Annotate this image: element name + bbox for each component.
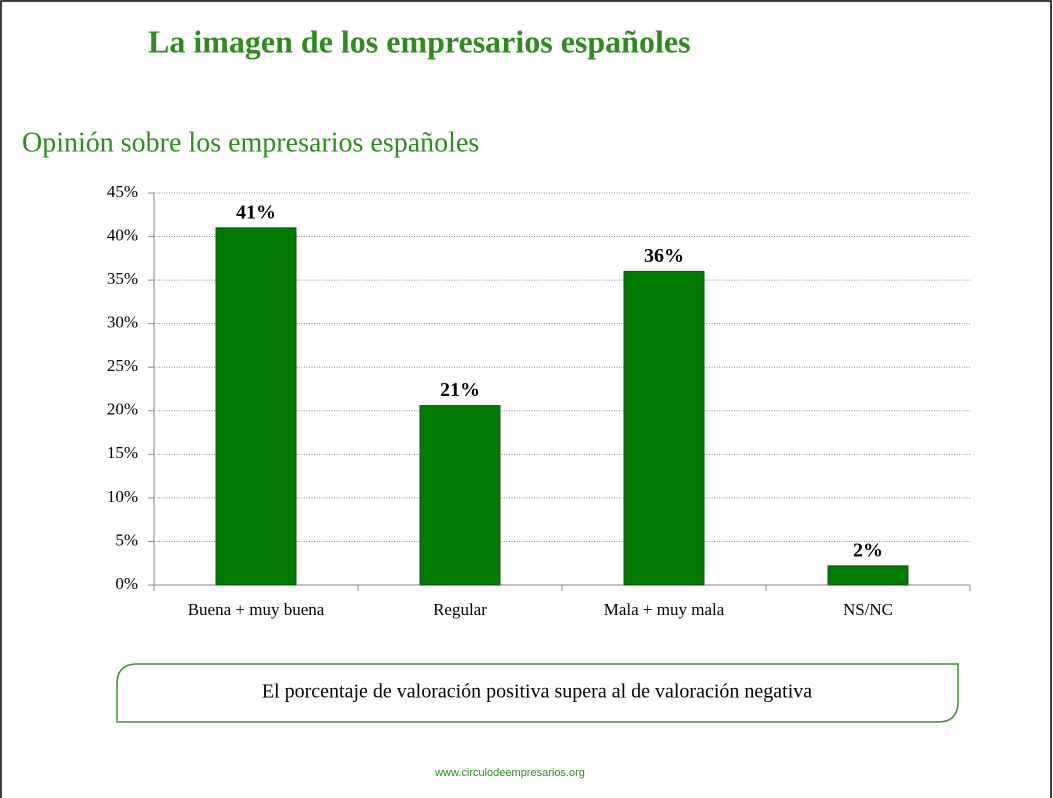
y-tick-label: 45% (107, 182, 138, 201)
y-tick-label: 5% (115, 530, 138, 549)
x-tick-label: Mala + muy mala (604, 600, 725, 619)
data-label: 21% (440, 379, 480, 401)
y-tick-label: 25% (107, 356, 138, 375)
x-tick-label: Buena + muy buena (188, 600, 325, 619)
y-tick-label: 20% (107, 400, 138, 419)
note: El porcentaje de valoración positiva sup… (262, 681, 812, 703)
bar (623, 270, 705, 586)
y-tick-label: 40% (107, 225, 138, 244)
bar (827, 565, 909, 586)
y-tick-label: 35% (107, 269, 138, 288)
chart-title: Opinión sobre los empresarios españoles (22, 127, 479, 158)
note-box (116, 663, 959, 723)
footer: www.circulodeempresarios.org (434, 767, 585, 779)
y-tick-label: 10% (107, 487, 138, 506)
bar (215, 227, 297, 586)
x-tick-label: NS/NC (843, 600, 893, 619)
y-tick-label: 30% (107, 313, 138, 332)
data-label: 2% (853, 539, 883, 561)
data-label: 41% (236, 201, 276, 223)
bar (419, 405, 501, 586)
y-tick-label: 15% (107, 443, 138, 462)
data-label: 36% (644, 245, 684, 267)
y-tick-label: 0% (115, 574, 138, 593)
x-tick-label: Regular (433, 600, 487, 619)
slide-title: La imagen de los empresarios españoles (148, 23, 691, 59)
